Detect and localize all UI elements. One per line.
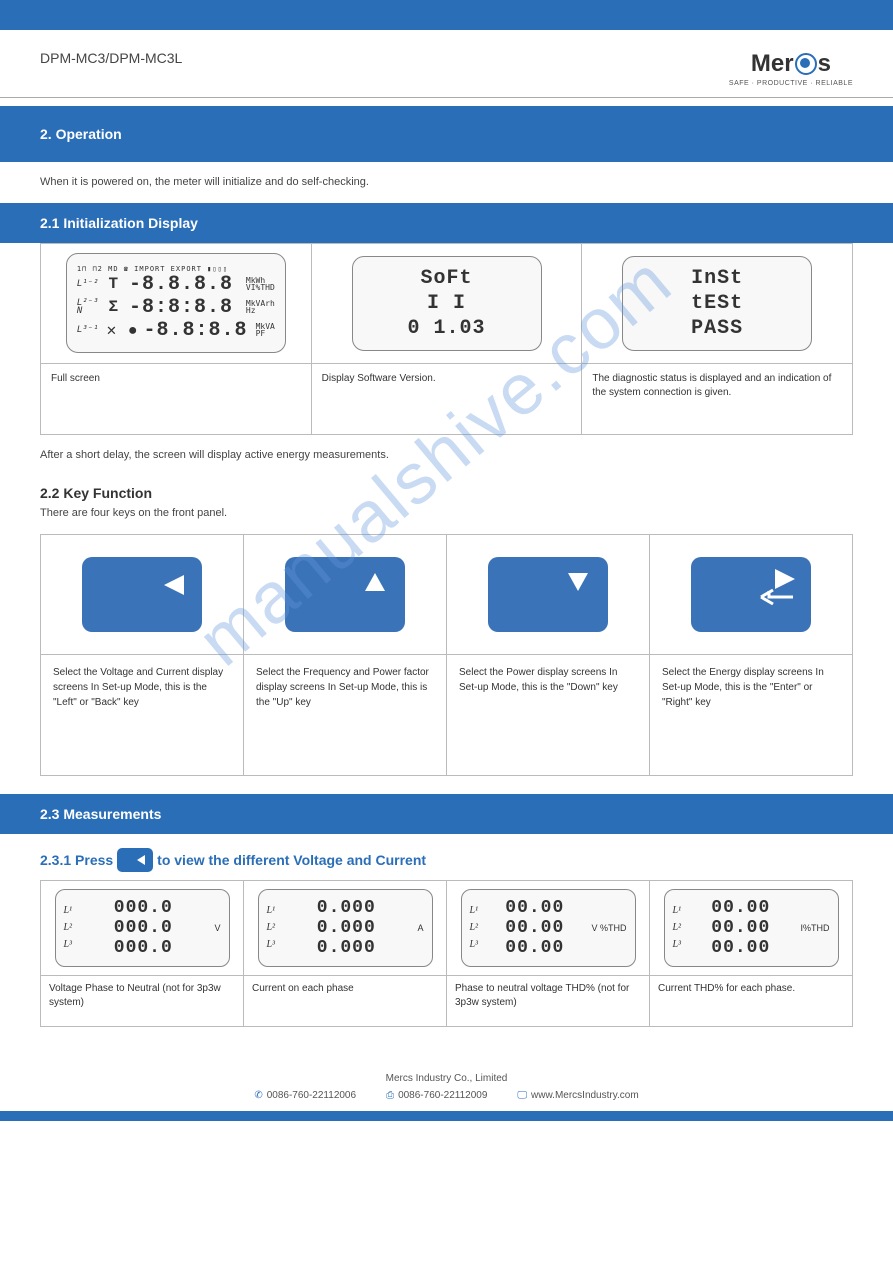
key-enter-button [691, 557, 811, 632]
lcd-vthd: L¹L²L³ 00.0000.0000.00 V %THD [461, 889, 636, 967]
key-col-enter: Select the Energy display screens In Set… [650, 535, 852, 775]
footer-company: Mercs Industry Co., Limited [0, 1073, 893, 1084]
key-function-intro: There are four keys on the front panel. [0, 505, 893, 534]
footer-fax: ⎙0086-760-22112009 [386, 1090, 487, 1101]
key-left-cell [41, 535, 243, 655]
footer-web: 🖵www.MercsIndustry.com [517, 1090, 638, 1101]
measurements-subtitle: 2.3.1 Press to view the different Voltag… [0, 834, 893, 880]
top-banner [0, 0, 893, 30]
init-lcd-1: 1⊓ ⊓2 MD ☎ IMPORT EXPORT ▮▯▯▯ L¹⁻² T -8.… [41, 244, 311, 364]
subtitle-text-2: to view the different Voltage and Curren… [157, 852, 426, 868]
inline-left-button-icon [117, 848, 153, 872]
meas-desc-4: Current THD% for each phase. [650, 976, 852, 1026]
lcd-test-pass: InSt tESt PASS [622, 256, 812, 351]
meas-col-1: L¹L²L³ 000.0000.0000.0 V Voltage Phase t… [41, 881, 244, 1026]
logo-tagline: SAFE · PRODUCTIVE · RELIABLE [729, 80, 853, 87]
lcd-voltage: L¹L²L³ 000.0000.0000.0 V [55, 889, 230, 967]
init-desc-1: Full screen [41, 364, 311, 434]
section-operation-banner: 2. Operation [0, 106, 893, 162]
key-up-cell [244, 535, 446, 655]
meas-col-2: L¹L²L³ 0.0000.0000.000 A Current on each… [244, 881, 447, 1026]
section-measurements-banner: 2.3 Measurements [0, 794, 893, 834]
fax-icon: ⎙ [386, 1090, 394, 1101]
logo-main: Mer s [751, 50, 831, 78]
meas-col-4: L¹L²L³ 00.0000.0000.00 I%THD Current THD… [650, 881, 852, 1026]
section-operation-text: When it is powered on, the meter will in… [0, 162, 893, 203]
meas-desc-1: Voltage Phase to Neutral (not for 3p3w s… [41, 976, 243, 1026]
key-up-desc: Select the Frequency and Power factor di… [244, 655, 446, 775]
lcd-row-3: L³⁻¹ ✕ ● -8.8:8.8 MkVA PF [77, 319, 275, 342]
key-table: Select the Voltage and Current display s… [40, 534, 853, 776]
key-left-button [82, 557, 202, 632]
right-enter-arrow-icon [749, 567, 799, 617]
key-down-button [488, 557, 608, 632]
doc-title: DPM-MC3/DPM-MC3L [40, 50, 182, 66]
key-enter-desc: Select the Energy display screens In Set… [650, 655, 852, 775]
meas-lcd-2: L¹L²L³ 0.0000.0000.000 A [244, 881, 446, 976]
logo-text-1: Mer [751, 50, 794, 78]
phone-icon: ✆ [254, 1090, 262, 1101]
page-header: DPM-MC3/DPM-MC3L Mer s SAFE · PRODUCTIVE… [0, 30, 893, 98]
lcd-soft-version: SoFt I I 0 1.03 [352, 256, 542, 351]
lcd-row-2: L²⁻³ N Σ -8:8:8.8 MkVArh Hz [77, 296, 275, 319]
measurements-table: L¹L²L³ 000.0000.0000.0 V Voltage Phase t… [40, 880, 853, 1027]
lcd-row-1: L¹⁻² T -8.8.8.8 MkWh VI%THD [77, 273, 275, 296]
key-col-up: Select the Frequency and Power factor di… [244, 535, 447, 775]
logo-globe-icon [795, 53, 817, 75]
meas-lcd-3: L¹L²L³ 00.0000.0000.00 V %THD [447, 881, 649, 976]
left-arrow-icon [160, 573, 184, 597]
init-col-2: SoFt I I 0 1.03 Display Software Version… [312, 244, 583, 434]
key-down-cell [447, 535, 649, 655]
init-display-table: 1⊓ ⊓2 MD ☎ IMPORT EXPORT ▮▯▯▯ L¹⁻² T -8.… [40, 243, 853, 435]
footer-contact-row: ✆0086-760-22112006 ⎙0086-760-22112009 🖵w… [0, 1090, 893, 1101]
key-enter-cell [650, 535, 852, 655]
section-init-banner: 2.1 Initialization Display [0, 203, 893, 243]
meas-col-3: L¹L²L³ 00.0000.0000.00 V %THD Phase to n… [447, 881, 650, 1026]
init-lcd-2: SoFt I I 0 1.03 [312, 244, 582, 364]
meas-lcd-1: L¹L²L³ 000.0000.0000.0 V [41, 881, 243, 976]
lcd-current: L¹L²L³ 0.0000.0000.000 A [258, 889, 433, 967]
lcd-fullscreen: 1⊓ ⊓2 MD ☎ IMPORT EXPORT ▮▯▯▯ L¹⁻² T -8.… [66, 253, 286, 353]
key-function-title: 2.2 Key Function [0, 475, 893, 505]
up-arrow-icon [363, 569, 387, 593]
init-lcd-3: InSt tESt PASS [582, 244, 852, 364]
key-left-desc: Select the Voltage and Current display s… [41, 655, 243, 775]
subtitle-text-1: 2.3.1 Press [40, 852, 113, 868]
after-init-text: After a short delay, the screen will dis… [0, 435, 893, 476]
page-footer: Mercs Industry Co., Limited ✆0086-760-22… [0, 1057, 893, 1111]
init-col-1: 1⊓ ⊓2 MD ☎ IMPORT EXPORT ▮▯▯▯ L¹⁻² T -8.… [41, 244, 312, 434]
key-up-button [285, 557, 405, 632]
bottom-banner [0, 1111, 893, 1121]
logo-text-2: s [818, 50, 831, 78]
init-col-3: InSt tESt PASS The diagnostic status is … [582, 244, 852, 434]
init-desc-3: The diagnostic status is displayed and a… [582, 364, 852, 434]
init-desc-2: Display Software Version. [312, 364, 582, 434]
down-arrow-icon [566, 569, 590, 593]
lcd-ithd: L¹L²L³ 00.0000.0000.00 I%THD [664, 889, 839, 967]
meas-desc-2: Current on each phase [244, 976, 446, 1026]
key-down-desc: Select the Power display screens In Set-… [447, 655, 649, 775]
meas-lcd-4: L¹L²L³ 00.0000.0000.00 I%THD [650, 881, 852, 976]
web-icon: 🖵 [517, 1090, 527, 1101]
key-col-left: Select the Voltage and Current display s… [41, 535, 244, 775]
footer-phone: ✆0086-760-22112006 [254, 1090, 356, 1101]
meas-desc-3: Phase to neutral voltage THD% (not for 3… [447, 976, 649, 1026]
lcd-icons-row: 1⊓ ⊓2 MD ☎ IMPORT EXPORT ▮▯▯▯ [77, 265, 275, 273]
key-col-down: Select the Power display screens In Set-… [447, 535, 650, 775]
logo: Mer s SAFE · PRODUCTIVE · RELIABLE [729, 50, 853, 87]
